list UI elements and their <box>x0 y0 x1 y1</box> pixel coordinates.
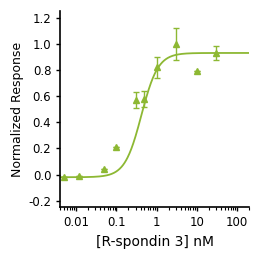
Y-axis label: Normalized Response: Normalized Response <box>11 42 24 177</box>
X-axis label: [R-spondin 3] nM: [R-spondin 3] nM <box>96 235 214 249</box>
